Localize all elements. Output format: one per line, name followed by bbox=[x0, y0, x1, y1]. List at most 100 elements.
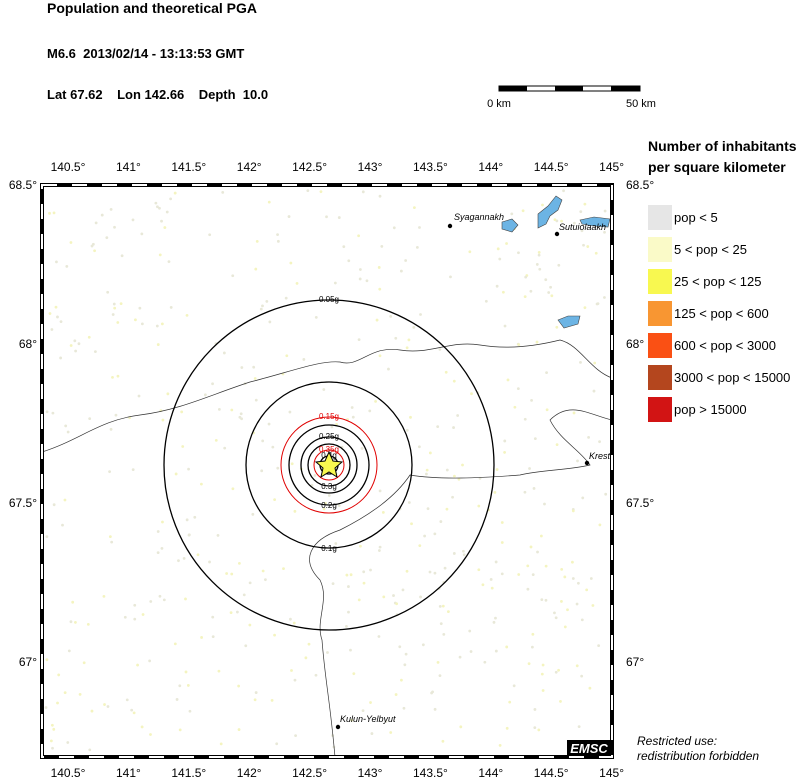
pop-dot bbox=[495, 468, 499, 471]
pop-dot bbox=[268, 320, 272, 324]
lat-label: 67° bbox=[626, 655, 644, 669]
pop-dot bbox=[407, 501, 411, 504]
pop-dot bbox=[88, 417, 92, 421]
pop-dot bbox=[400, 678, 403, 682]
pop-dot bbox=[560, 567, 564, 571]
pop-dot bbox=[405, 346, 409, 350]
pop-dot bbox=[409, 415, 412, 419]
pop-dot bbox=[290, 669, 293, 672]
pop-dot bbox=[167, 260, 171, 264]
pop-dot bbox=[477, 568, 481, 572]
pop-dot bbox=[503, 439, 507, 443]
pop-dot bbox=[156, 530, 160, 533]
pop-dot bbox=[494, 649, 498, 653]
pop-dot bbox=[563, 575, 567, 579]
pop-dot bbox=[573, 221, 576, 225]
pop-dot bbox=[273, 633, 276, 637]
pop-dot bbox=[276, 233, 279, 237]
pop-dot bbox=[111, 376, 114, 379]
pop-dot bbox=[503, 324, 507, 328]
pop-dot bbox=[55, 260, 58, 264]
pop-dot bbox=[392, 594, 395, 597]
pop-dot bbox=[116, 374, 120, 378]
pop-dot bbox=[378, 545, 382, 549]
pop-dot bbox=[136, 663, 139, 667]
pop-dot bbox=[186, 684, 190, 687]
legend-label: 5 < pop < 25 bbox=[674, 242, 747, 257]
epicenter bbox=[314, 450, 344, 479]
pop-dot bbox=[74, 621, 77, 624]
pop-dot bbox=[248, 581, 252, 585]
pop-dot bbox=[132, 711, 136, 715]
pop-dot bbox=[282, 567, 285, 571]
pop-dot bbox=[237, 562, 241, 565]
pop-dot bbox=[404, 259, 408, 262]
pop-dot bbox=[426, 507, 430, 511]
pop-dot bbox=[575, 664, 579, 668]
pop-dot bbox=[156, 343, 160, 346]
pop-dot bbox=[378, 194, 382, 198]
pop-dot bbox=[500, 521, 504, 524]
pop-dot bbox=[140, 232, 144, 236]
contour-label: 0.35g bbox=[319, 445, 339, 454]
pop-dot bbox=[254, 398, 258, 402]
pop-dot bbox=[498, 257, 502, 261]
lon-label: 140.5° bbox=[51, 766, 86, 778]
pop-dot bbox=[307, 642, 311, 646]
pop-dot bbox=[237, 728, 241, 731]
pop-dot bbox=[158, 206, 161, 210]
pop-dot bbox=[555, 443, 559, 447]
pop-dot bbox=[489, 578, 493, 581]
pop-dot bbox=[449, 275, 452, 279]
pop-dot bbox=[211, 382, 214, 386]
pop-dot bbox=[535, 263, 539, 266]
pop-dot bbox=[593, 361, 597, 365]
pop-dot bbox=[184, 597, 187, 601]
lat-label: 68° bbox=[19, 337, 37, 351]
pop-dot bbox=[439, 622, 443, 626]
pop-dot bbox=[378, 549, 381, 552]
lon-label: 142° bbox=[237, 160, 262, 174]
pop-dot bbox=[544, 278, 548, 282]
pop-dot bbox=[61, 523, 64, 527]
lakes bbox=[501, 195, 611, 329]
pop-dot bbox=[554, 670, 558, 674]
place-dot bbox=[584, 460, 590, 466]
pop-dot bbox=[188, 709, 192, 713]
pop-dot bbox=[222, 351, 226, 355]
pop-dot bbox=[523, 295, 527, 299]
contour bbox=[245, 381, 413, 549]
pop-dot bbox=[114, 413, 118, 417]
pop-dot bbox=[407, 338, 411, 342]
pop-dot bbox=[419, 313, 422, 316]
pop-dot bbox=[88, 748, 92, 752]
pop-dot bbox=[357, 234, 361, 238]
pop-dot bbox=[330, 425, 334, 429]
pop-dot bbox=[580, 618, 584, 622]
pop-dot bbox=[184, 670, 188, 674]
location: Lat 67.62 Lon 142.66 Depth 10.0 bbox=[47, 87, 268, 102]
pop-dot bbox=[541, 203, 544, 207]
pop-dot bbox=[217, 407, 221, 411]
pop-dot bbox=[458, 655, 462, 659]
pop-dot bbox=[160, 546, 164, 550]
pop-dot bbox=[503, 451, 506, 454]
pop-dot bbox=[524, 275, 528, 279]
lon-label: 141.5° bbox=[171, 160, 206, 174]
pop-dot bbox=[459, 725, 463, 729]
pop-dot bbox=[444, 370, 448, 374]
pop-dot bbox=[604, 492, 608, 496]
pop-dot bbox=[125, 698, 129, 702]
pop-dot bbox=[438, 604, 442, 608]
pop-dot bbox=[347, 585, 350, 588]
pop-dot bbox=[77, 342, 81, 346]
pop-dot bbox=[156, 551, 160, 555]
pop-dot bbox=[531, 573, 535, 577]
pop-dot bbox=[441, 604, 445, 608]
pop-dot bbox=[103, 703, 106, 706]
population-dots bbox=[44, 189, 608, 752]
pop-dot bbox=[261, 439, 265, 443]
pop-dot bbox=[436, 425, 440, 429]
pop-dot bbox=[428, 570, 432, 574]
pop-dot bbox=[453, 474, 456, 478]
